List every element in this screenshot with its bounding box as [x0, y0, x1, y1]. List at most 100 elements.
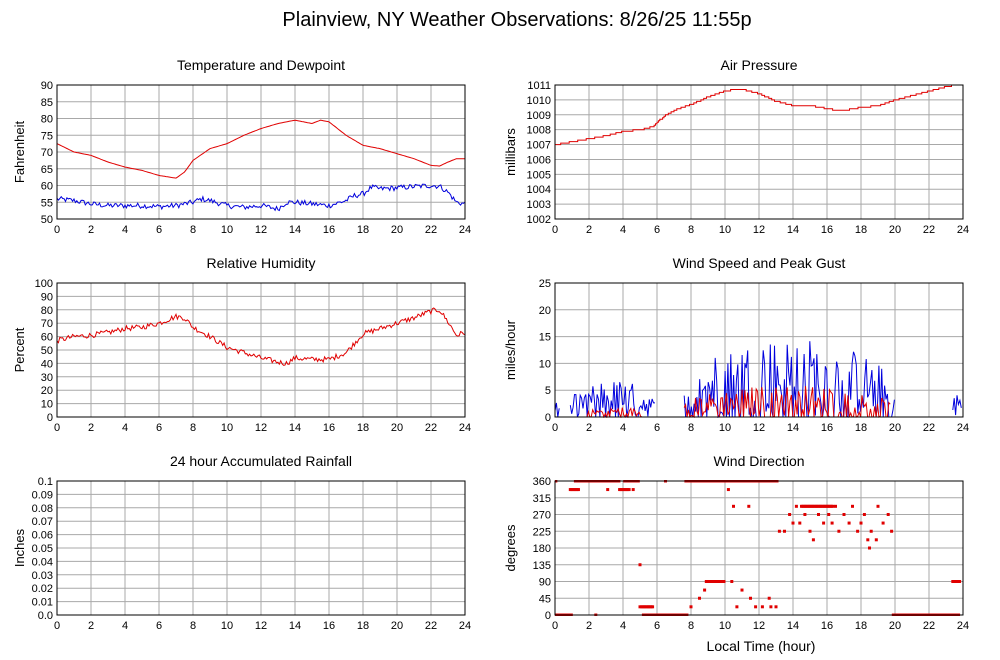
data-point: [631, 488, 635, 492]
data-point: [791, 521, 795, 525]
y-tick-label: 0: [545, 412, 551, 424]
series-1-line: [57, 119, 465, 179]
series-group: [555, 341, 962, 418]
y-tick-label: 80: [41, 114, 53, 126]
x-tick-label: 8: [688, 422, 694, 434]
y-tick-label: 50: [41, 345, 53, 357]
x-tick-label: 2: [88, 224, 94, 236]
x-tick-label: 0: [552, 422, 558, 434]
data-point: [730, 580, 734, 583]
y-tick-label: 10: [41, 399, 53, 411]
data-point: [576, 488, 580, 492]
y-tick-label: 5: [545, 385, 551, 397]
data-point: [638, 563, 642, 567]
chart-title: Relative Humidity: [207, 255, 316, 271]
x-tick-label: 14: [787, 224, 799, 236]
x-tick-label: 18: [855, 224, 867, 236]
x-tick-label: 22: [425, 422, 437, 434]
data-point: [703, 588, 707, 592]
y-tick-label: 0.09: [32, 489, 53, 501]
plot-frame: [56, 282, 466, 418]
x-tick-label: 24: [459, 224, 471, 236]
x-tick-label: 4: [620, 620, 626, 632]
x-tick-label: 4: [620, 224, 626, 236]
data-point: [767, 596, 771, 600]
y-tick-label: 1004: [527, 184, 551, 196]
x-tick-label: 10: [719, 224, 731, 236]
y-tick-label: 1009: [527, 110, 551, 122]
y-tick-label: 0.04: [32, 556, 53, 568]
data-point: [890, 529, 894, 533]
data-point: [811, 538, 815, 542]
data-point: [862, 513, 866, 516]
y-tick-label: 80: [41, 305, 53, 317]
x-tick-label: 8: [190, 422, 196, 434]
x-tick-label: 6: [156, 224, 162, 236]
chart-title: Wind Direction: [713, 453, 804, 469]
x-tick-label: 20: [391, 620, 403, 632]
x-tick-label: 16: [323, 620, 335, 632]
x-tick-label: 10: [221, 422, 233, 434]
data-point: [794, 504, 798, 508]
data-point: [817, 513, 820, 516]
x-tick-label: 16: [821, 620, 833, 632]
data-point: [788, 513, 792, 516]
data-point: [868, 546, 871, 550]
x-tick-label: 0: [552, 224, 558, 236]
x-tick-label: 2: [586, 620, 592, 632]
x-tick-label: 4: [620, 422, 626, 434]
plot-frame: [554, 84, 964, 220]
y-axis-label: Inches: [12, 528, 27, 567]
x-tick-label: 14: [787, 620, 799, 632]
chart-title: 24 hour Accumulated Rainfall: [170, 453, 352, 469]
data-point: [732, 504, 735, 508]
x-tick-label: 4: [122, 620, 128, 632]
x-tick-label: 12: [255, 224, 267, 236]
grid-lines: [56, 282, 466, 418]
x-tick-label: 0: [54, 422, 60, 434]
plot-frame: [56, 84, 466, 220]
data-point: [606, 488, 610, 492]
y-tick-label: 0.08: [32, 503, 53, 515]
x-tick-label: 12: [753, 620, 765, 632]
x-tick-label: 22: [923, 620, 935, 632]
y-tick-label: 180: [533, 543, 551, 555]
y-tick-label: 360: [533, 476, 551, 488]
y-tick-label: 60: [41, 181, 53, 193]
x-tick-label: 24: [957, 422, 969, 434]
y-tick-label: 0.03: [32, 570, 53, 582]
data-point: [722, 580, 726, 583]
data-point: [783, 529, 786, 533]
data-point: [851, 504, 854, 508]
data-point: [822, 521, 826, 525]
y-tick-label: 315: [533, 493, 551, 505]
y-tick-label: 40: [41, 358, 53, 370]
x-tick-label: 22: [923, 422, 935, 434]
x-tick-label: 12: [255, 422, 267, 434]
x-tick-label: 6: [156, 620, 162, 632]
y-tick-label: 0: [545, 610, 551, 622]
data-point: [627, 488, 631, 492]
x-tick-label: 6: [654, 224, 660, 236]
x-tick-label: 2: [88, 620, 94, 632]
x-tick-label: 24: [957, 224, 969, 236]
x-tick-label: 16: [323, 224, 335, 236]
y-tick-label: 270: [533, 510, 551, 522]
grid-lines: [554, 480, 964, 616]
series-1-line: [569, 382, 655, 418]
y-tick-label: 1007: [527, 140, 551, 152]
x-tick-label: 20: [889, 422, 901, 434]
y-axis-label: Fahrenheit: [12, 121, 27, 184]
x-tick-label: 20: [889, 224, 901, 236]
x-tick-label: 18: [357, 422, 369, 434]
data-point: [827, 513, 831, 516]
x-tick-label: 14: [289, 620, 301, 632]
x-tick-label: 20: [391, 224, 403, 236]
data-point: [740, 588, 744, 592]
series-group: [555, 84, 963, 146]
y-tick-label: 0.1: [38, 476, 53, 488]
x-tick-label: 20: [889, 620, 901, 632]
